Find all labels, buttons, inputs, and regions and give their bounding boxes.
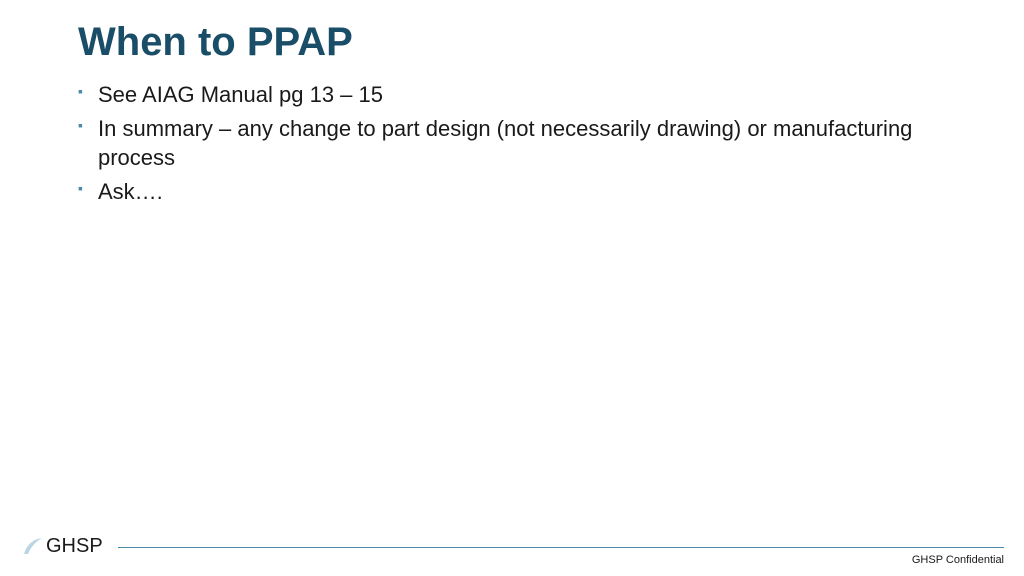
logo-text: GHSP — [46, 535, 103, 558]
slide-body: See AIAG Manual pg 13 – 15 In summary – … — [78, 80, 964, 211]
bullet-item: Ask…. — [78, 177, 964, 207]
slide-footer: GHSP GHSP Confidential — [0, 526, 1024, 576]
confidential-label: GHSP Confidential — [912, 554, 1004, 566]
bullet-item: See AIAG Manual pg 13 – 15 — [78, 80, 964, 110]
logo-swoosh-icon — [22, 536, 44, 558]
bullet-item: In summary – any change to part design (… — [78, 114, 964, 173]
bullet-list: See AIAG Manual pg 13 – 15 In summary – … — [78, 80, 964, 207]
slide: When to PPAP See AIAG Manual pg 13 – 15 … — [0, 0, 1024, 576]
footer-divider — [118, 547, 1004, 548]
logo: GHSP — [22, 535, 103, 558]
slide-title: When to PPAP — [78, 20, 353, 65]
